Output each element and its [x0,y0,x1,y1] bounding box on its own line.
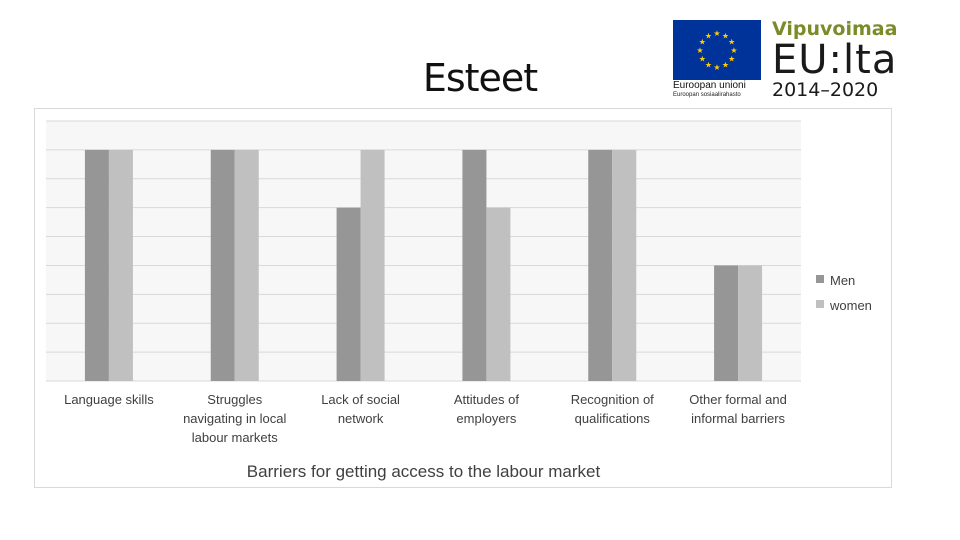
plot-area [46,121,801,381]
eu-star-icon: ★ [699,55,706,64]
bar-women [612,149,637,381]
x-tick-label-line: Struggles [207,392,262,407]
x-tick-label-line: Lack of social [321,392,400,407]
slide-title: Esteet [422,56,538,100]
eu-star-icon: ★ [722,31,729,40]
bar-women [234,149,259,381]
x-tick-label-line: Other formal and [689,392,787,407]
x-tick-label: Other formal and informal barriers [689,392,787,426]
x-tick-label-line: labour markets [192,430,278,445]
x-axis-label: Barriers for getting access to the labou… [247,462,601,481]
eu-caption: Euroopan unioni Euroopan sosiaalirahasto [673,80,783,99]
bar-women [738,265,763,381]
eu-star-icon: ★ [713,29,720,38]
eu-flag-logo: ★ ★ ★ ★ ★ ★ ★ ★ ★ ★ ★ ★ [673,20,761,80]
bar-men [714,265,739,381]
x-tick-label-line: Language skills [64,392,154,407]
x-tick-label-line: Attitudes of [454,392,519,407]
bar-men [462,149,487,381]
x-tick-label: Lack of social network [321,392,400,426]
vipu-main-text: EU:lta [772,37,898,83]
x-tick-label: Language skills [64,392,154,407]
x-tick-label-line: network [338,411,384,426]
eu-stars-icon: ★ ★★★★★★★★★★★ [696,29,737,72]
eu-star-icon: ★ [705,61,712,70]
eu-star-icon: ★ [713,63,720,72]
bar-women [486,207,511,381]
eu-caption-text: Euroopan unioni [673,80,746,91]
bar-chart: Language skills Struggles navigating in lo… [46,120,872,481]
bar-men [210,149,235,381]
bar-women [108,149,133,381]
eu-star-icon: ★ [705,31,712,40]
eu-star-icon: ★ [722,61,729,70]
x-tick-label: Attitudes of employers [454,392,519,426]
bar-men [588,149,613,381]
eu-star-icon: ★ [699,38,706,47]
legend-label-women: women [829,298,872,313]
bar-men [84,149,109,381]
x-tick-label-line: navigating in local [183,411,286,426]
x-tick-label: Struggles navigating in local labour marke… [183,392,286,445]
eu-subcaption-text: Euroopan sosiaalirahasto [673,92,741,98]
legend-label-men: Men [830,273,855,288]
vipuvoimaa-logo: Vipuvoimaa EU:lta 2014–2020 [772,18,922,100]
eu-star-icon: ★ [730,46,737,55]
x-tick-label-line: qualifications [575,411,651,426]
eu-star-icon: ★ [728,38,735,47]
bar-women [360,149,385,381]
vipu-brand-text: Vipuvoimaa [772,18,898,40]
x-tick-label-line: Recognition of [571,392,654,407]
vipu-years-text: 2014–2020 [772,79,879,101]
x-tick-label: Recognition of qualifications [571,392,654,426]
bar-men [336,207,361,381]
legend-swatch-women [816,300,824,308]
x-tick-label-line: informal barriers [691,411,785,426]
eu-star-icon: ★ [696,46,703,55]
chart-frame: Language skills Struggles navigating in lo… [34,108,892,488]
eu-star-icon: ★ [728,55,735,64]
x-tick-label-line: employers [456,411,516,426]
legend-swatch-men [816,275,824,283]
